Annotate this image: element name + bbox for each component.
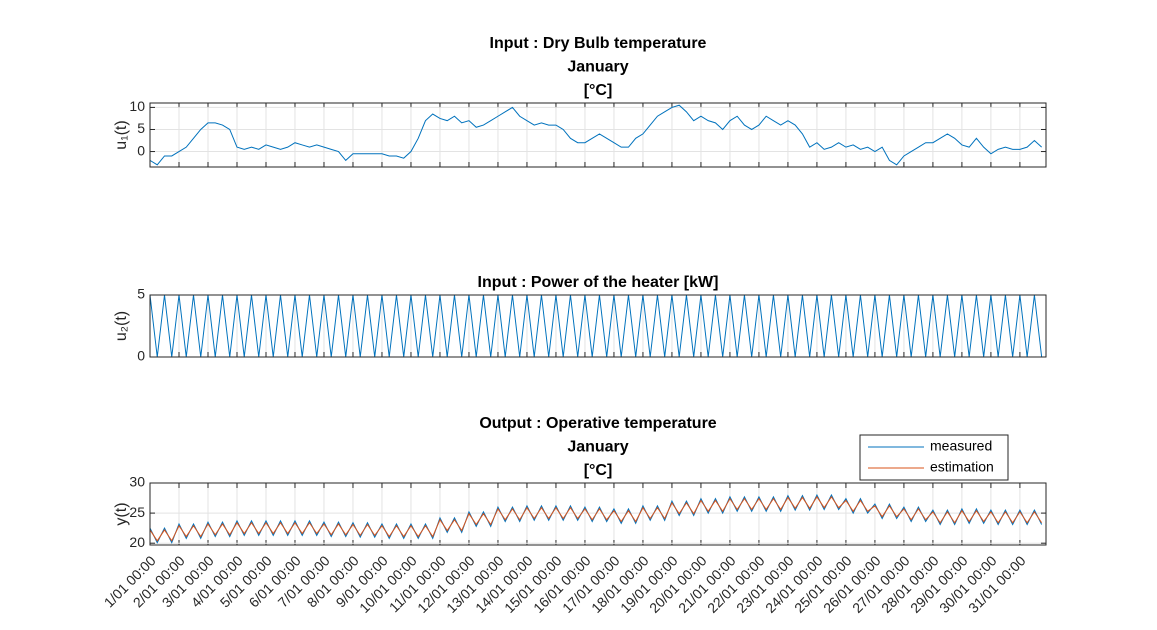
- chart-title: January: [567, 439, 628, 456]
- y-tick-label: 10: [129, 98, 145, 114]
- y-tick-label: 5: [137, 286, 145, 302]
- chart-title: Output : Operative temperature: [479, 415, 716, 432]
- y-tick-label: 0: [137, 142, 145, 158]
- legend-box: [859, 434, 1009, 481]
- y-tick-label: 0: [137, 348, 145, 364]
- y-tick-label: 5: [137, 120, 145, 136]
- y-tick-label: 20: [129, 534, 145, 550]
- data-line: [149, 495, 1043, 542]
- data-line: [149, 294, 1043, 358]
- axes-box: [149, 102, 1047, 168]
- legend-label: estimation: [930, 459, 994, 475]
- y-axis-label: u₂(t): [113, 311, 130, 341]
- y-tick-label: 30: [129, 474, 145, 490]
- chart-title: Input : Dry Bulb temperature: [490, 35, 707, 52]
- y-axis-label: u₁(t): [113, 120, 130, 149]
- y-tick-label: 25: [129, 504, 145, 520]
- chart-title: [°C]: [584, 82, 613, 99]
- y-axis-label: y(t): [113, 502, 130, 525]
- axes-box: [149, 482, 1047, 546]
- axes-box: [149, 294, 1047, 358]
- data-line: [149, 104, 1042, 166]
- chart-title: January: [567, 59, 628, 76]
- chart-title: Input : Power of the heater [kW]: [478, 274, 719, 291]
- legend-label: measured: [930, 438, 992, 454]
- chart-title: [°C]: [584, 462, 613, 479]
- plot-area: [150, 483, 1046, 545]
